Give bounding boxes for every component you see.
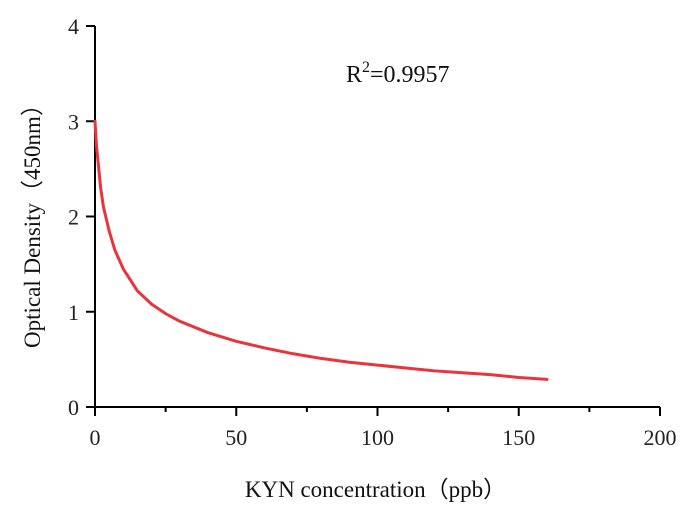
y-tick-label: 0 [68, 395, 79, 420]
x-axis-title: KYN concentration（ppb） [245, 477, 506, 502]
y-axis-title: Optical Density（450nm） [20, 93, 45, 348]
axis-labels: KYN concentration（ppb） Optical Density（45… [20, 93, 506, 502]
ticks: 0 50 100 150 200 0 1 2 3 4 [68, 14, 677, 450]
y-tick-label: 2 [68, 205, 79, 230]
y-tick-label: 3 [68, 109, 79, 134]
r-squared-r: R [346, 62, 362, 88]
x-tick-label: 150 [502, 425, 535, 450]
series-line [93, 119, 549, 381]
r-squared-superscript: 2 [362, 59, 370, 76]
y-tick-label: 4 [68, 14, 79, 39]
x-tick-label: 0 [90, 425, 101, 450]
y-tick-label: 1 [68, 300, 79, 325]
x-tick-label: 100 [361, 425, 394, 450]
r-squared-annotation: R2=0.9957 [346, 59, 450, 88]
series [93, 119, 549, 381]
r-squared-value: =0.9957 [370, 62, 450, 88]
x-tick-label: 200 [644, 425, 677, 450]
x-tick-label: 50 [225, 425, 247, 450]
